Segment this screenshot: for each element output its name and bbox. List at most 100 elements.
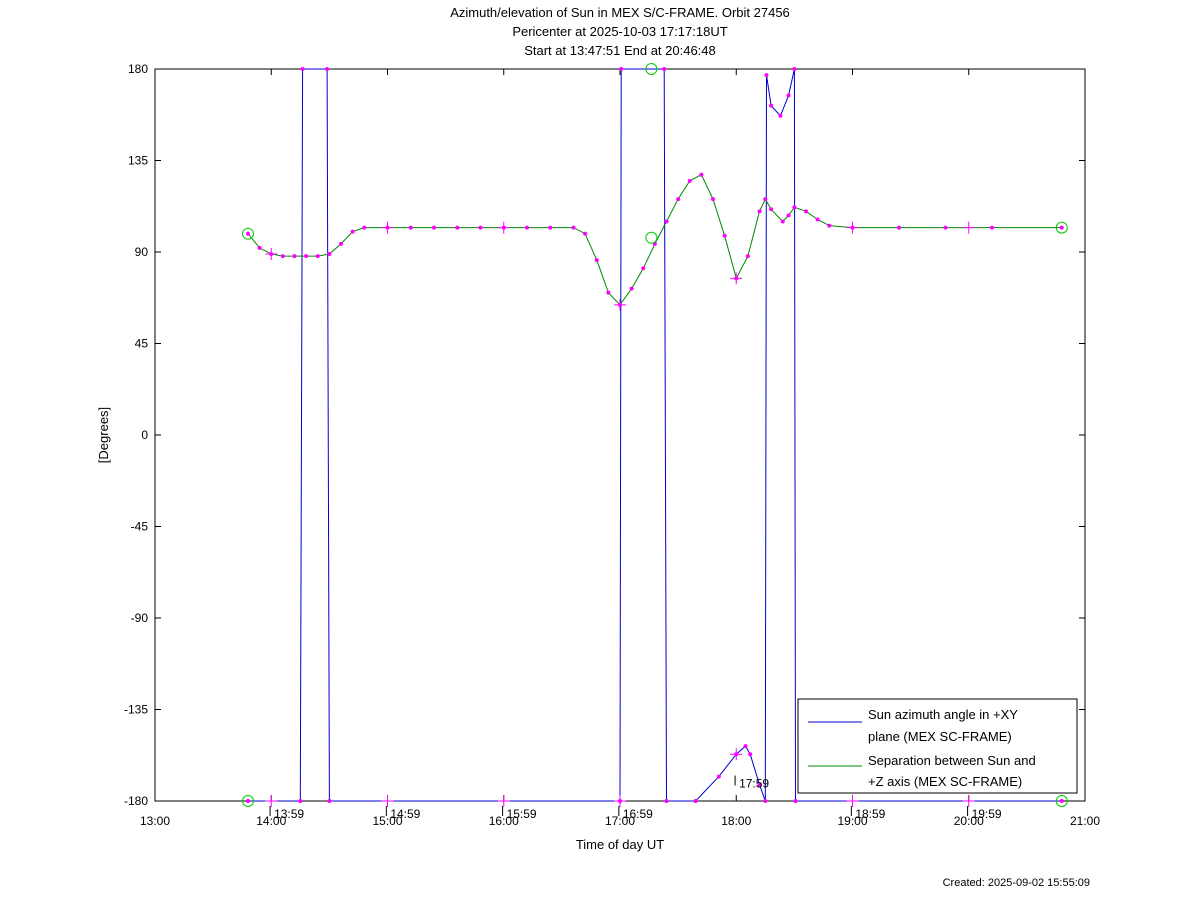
separation-point	[897, 225, 901, 230]
separation-point	[711, 197, 715, 202]
separation-point	[722, 233, 727, 238]
azimuth-point	[786, 93, 791, 98]
hour-cross-marker	[846, 221, 859, 234]
separation-point	[292, 254, 297, 259]
separation-point	[280, 254, 285, 259]
azimuth-point	[298, 799, 303, 803]
separation-point	[257, 245, 262, 250]
chart-subtitle-pericenter: Pericenter at 2025-10-03 17:17:18UT	[512, 24, 727, 39]
separation-point	[664, 219, 669, 224]
separation-point	[641, 266, 646, 271]
hour-cross-marker	[962, 221, 975, 234]
azimuth-point	[757, 782, 762, 787]
y-tick-label: -90	[131, 611, 149, 625]
separation-point	[763, 197, 768, 202]
azimuth-point	[764, 73, 769, 78]
y-tick-label: 45	[135, 337, 149, 351]
event-circle-marker	[1055, 795, 1068, 807]
x-tick-label: 13:00	[140, 814, 170, 828]
y-tick-label: 0	[141, 428, 148, 442]
separation-point	[629, 286, 634, 291]
x-tick-label: 17:00	[605, 814, 635, 828]
azimuth-point	[716, 774, 721, 779]
separation-point	[327, 252, 332, 257]
azimuth-point	[693, 799, 698, 803]
y-tick-label: -180	[124, 794, 148, 808]
annotation-label: 17:59	[739, 777, 769, 791]
separation-point	[246, 231, 250, 236]
x-tick-label: 21:00	[1070, 814, 1100, 828]
azimuth-point	[769, 103, 774, 108]
chart-title: Azimuth/elevation of Sun in MEX S/C-FRAM…	[450, 5, 790, 20]
series-line-azimuth	[248, 68, 1062, 802]
legend-label-separation-line1: Separation between Sun and	[868, 753, 1036, 768]
series-line-separation	[247, 174, 1062, 306]
separation-point	[943, 225, 948, 230]
separation-point	[478, 225, 483, 230]
event-circle-marker	[242, 795, 254, 807]
event-circle-marker	[645, 63, 658, 75]
hour-cross-marker	[265, 795, 278, 807]
separation-point	[455, 225, 460, 230]
separation-point	[315, 254, 320, 259]
separation-point	[769, 207, 774, 212]
legend: Sun azimuth angle in +XY plane (MEX SC-F…	[797, 698, 1078, 794]
separation-point	[745, 254, 750, 259]
annotation-label: 14:59	[390, 807, 420, 821]
y-tick-label: -45	[131, 520, 149, 534]
azimuth-point	[763, 799, 768, 803]
annotation-label: 16:59	[623, 807, 653, 821]
event-circle-marker	[1055, 221, 1068, 234]
azimuth-point	[1059, 799, 1064, 803]
azimuth-point	[325, 67, 330, 71]
annotation-label: 19:59	[972, 807, 1002, 821]
hour-cross-marker	[614, 795, 626, 807]
hour-cross-marker	[962, 795, 975, 807]
separation-point	[699, 172, 704, 177]
separation-point	[687, 178, 692, 183]
x-tick-label: 20:00	[954, 814, 984, 828]
separation-point	[786, 213, 791, 218]
hour-cross-marker	[614, 298, 626, 311]
separation-point	[548, 225, 553, 230]
hour-cross-marker	[497, 221, 510, 234]
x-tick-label: 15:00	[372, 814, 402, 828]
x-tick-label: 18:00	[721, 814, 751, 828]
azimuth-point	[778, 113, 783, 118]
chart-subtitle-start-end: Start at 13:47:51 End at 20:46:48	[524, 43, 716, 58]
separation-point	[362, 225, 367, 230]
separation-point	[990, 225, 994, 230]
x-axis-label: Time of day UT	[576, 837, 664, 852]
separation-point	[780, 219, 785, 224]
separation-point	[792, 205, 797, 210]
azimuth-point	[619, 67, 624, 71]
hour-cross-marker	[381, 795, 394, 807]
separation-point	[606, 290, 611, 295]
legend-label-azimuth-line2: plane (MEX SC-FRAME)	[868, 729, 1012, 744]
legend-label-separation-line2: +Z axis (MEX SC-FRAME)	[868, 774, 1022, 789]
azimuth-point	[743, 744, 748, 749]
plot-area: 13:00 14:00 15:00 16:00 17:00 18:00 19:00 20:00…	[124, 62, 1100, 828]
separation-point	[304, 254, 309, 259]
hour-cross-marker	[497, 795, 510, 807]
y-tick-label: 90	[135, 245, 149, 259]
annotation-label: 13:59	[274, 807, 304, 821]
x-tick-label: 16:00	[489, 814, 519, 828]
separation-point	[350, 229, 355, 234]
hour-cross-marker	[846, 795, 859, 807]
legend-label-azimuth-line1: Sun azimuth angle in +XY	[868, 707, 1018, 722]
y-tick-label: 180	[128, 62, 148, 76]
separation-point	[571, 225, 576, 230]
azimuth-point	[748, 752, 753, 757]
event-circle-marker	[242, 227, 254, 240]
azimuth-point	[246, 799, 250, 803]
azimuth-point	[664, 799, 669, 803]
separation-point	[676, 197, 681, 202]
azimuth-point	[327, 799, 332, 803]
legend-box	[797, 698, 1078, 794]
separation-point	[594, 258, 599, 263]
separation-point	[804, 209, 808, 214]
azimuth-point	[662, 67, 667, 71]
separation-point	[408, 225, 413, 230]
